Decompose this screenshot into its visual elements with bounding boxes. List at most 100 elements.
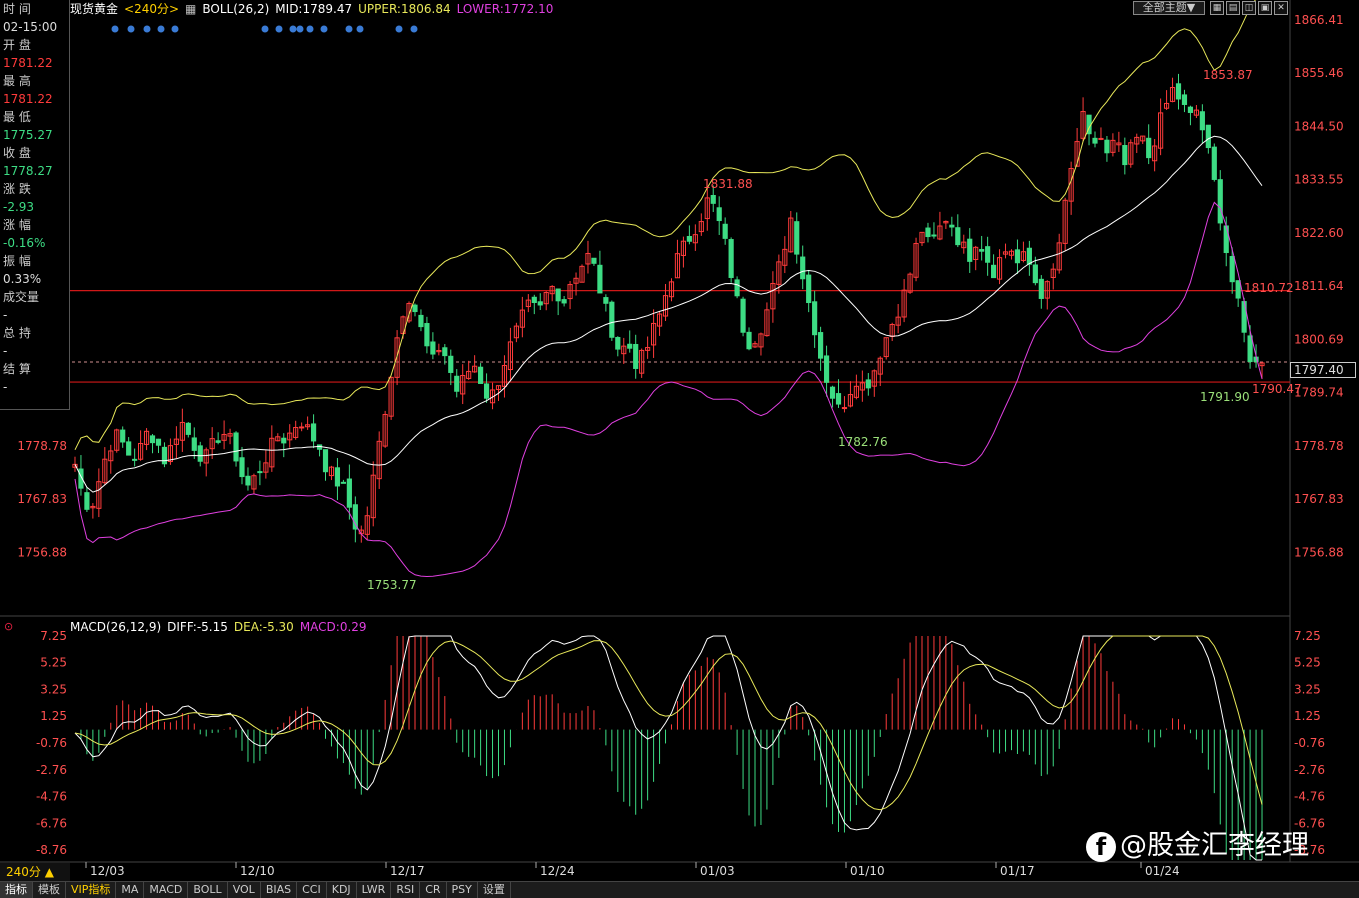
candle-body	[126, 441, 132, 456]
price-annotation: 1853.87	[1203, 68, 1253, 82]
candle-body	[382, 413, 388, 447]
tab-psy[interactable]: PSY	[447, 882, 478, 898]
signal-dot	[157, 25, 165, 33]
candle-body	[209, 438, 215, 450]
candle-body	[1038, 278, 1044, 299]
candle-body	[328, 466, 335, 477]
tab-cci[interactable]: CCI	[297, 882, 327, 898]
candle-body	[1014, 249, 1021, 264]
settlement-label: 结 算	[3, 362, 31, 376]
macd-tick-label: 1.25	[1294, 709, 1321, 723]
grid-view-icon[interactable]: ▦	[1210, 1, 1224, 15]
tab-macd[interactable]: MACD	[144, 882, 189, 898]
candle-body	[483, 383, 490, 399]
layout-icon[interactable]: ▤	[1226, 1, 1240, 15]
watermark-text: @股金汇李经理	[1120, 830, 1309, 861]
candle-body	[996, 257, 1003, 280]
candle-body	[883, 337, 889, 358]
candle-body	[1080, 111, 1086, 139]
candle-body	[1181, 94, 1188, 105]
candle-body	[1187, 106, 1194, 113]
boll-label[interactable]: BOLL(26,2)	[202, 2, 270, 16]
macd-tick-label: 5.25	[1294, 656, 1321, 670]
candle-body	[310, 423, 317, 442]
candle-body	[901, 289, 907, 318]
candle-body	[579, 265, 585, 283]
tab-ma[interactable]: MA	[116, 882, 145, 898]
candle-body	[352, 504, 358, 530]
quote-info-panel: 时 间 02-15:00 开 盘 1781.22 最 高 1781.22 最 低…	[0, 0, 70, 410]
candle-body	[531, 296, 537, 304]
open-value: 1781.22	[3, 56, 53, 70]
candle-body	[853, 385, 859, 398]
y-tick-label: 1756.88	[17, 545, 67, 559]
tab-template[interactable]: 模板	[33, 882, 66, 898]
time-label: 时 间	[3, 2, 31, 16]
candle-body	[1235, 280, 1241, 299]
tab-bias[interactable]: BIAS	[261, 882, 298, 898]
candle-body	[1032, 264, 1038, 284]
period-label[interactable]: <240分>	[124, 2, 180, 16]
signal-dot	[395, 25, 403, 33]
candle-body	[543, 292, 549, 305]
tab-cr[interactable]: CR	[420, 882, 447, 898]
candle-body	[388, 376, 394, 417]
candle-body	[293, 427, 299, 438]
y-tick-label: 1811.64	[1294, 279, 1344, 293]
tab-settings[interactable]: 设置	[478, 882, 511, 898]
candle-body	[501, 364, 508, 387]
close-icon[interactable]: ✕	[1274, 1, 1288, 15]
period-selector[interactable]: 240分 ▲	[0, 863, 70, 881]
open-interest-label: 总 持	[3, 326, 31, 340]
candle-body	[943, 220, 949, 224]
y-tick-label: 1855.46	[1294, 66, 1344, 80]
config-icon[interactable]: ▣	[1258, 1, 1272, 15]
candle-body	[1128, 142, 1134, 165]
candle-body	[1008, 250, 1015, 256]
candle-body	[674, 253, 681, 279]
candle-body	[460, 375, 466, 395]
x-tick-label: 12/24	[540, 864, 575, 878]
macd-tick-label: 7.25	[40, 629, 67, 643]
tab-rsi[interactable]: RSI	[391, 882, 421, 898]
candle-body	[985, 246, 991, 263]
candle-body	[376, 440, 382, 480]
signal-dot	[275, 25, 283, 33]
candle-body	[1217, 179, 1223, 224]
candle-body	[955, 227, 961, 246]
x-tick-label: 12/10	[240, 864, 275, 878]
candle-body	[1152, 145, 1158, 162]
macd-title[interactable]: MACD(26,12,9)	[70, 620, 162, 634]
close-label: 收 盘	[3, 146, 31, 160]
volume-label: 成交量	[3, 290, 40, 304]
candle-body	[865, 379, 871, 389]
signal-dot	[111, 25, 119, 33]
theme-selector[interactable]: 全部主题▼	[1133, 1, 1205, 15]
tab-vip-indicators[interactable]: VIP指标	[66, 882, 117, 898]
tab-indicators[interactable]: 指标	[0, 882, 33, 898]
candle-body	[698, 221, 704, 233]
indicator-settings-icon[interactable]: ⊙	[4, 620, 14, 633]
tab-kdj[interactable]: KDJ	[327, 882, 357, 898]
symbol-name[interactable]: 现货黄金	[70, 2, 119, 16]
candle-body	[185, 422, 191, 435]
tab-lwr[interactable]: LWR	[357, 882, 392, 898]
candle-body	[495, 385, 502, 390]
tab-vol[interactable]: VOL	[228, 882, 261, 898]
amplitude-label: 振 幅	[3, 254, 31, 268]
split-view-icon[interactable]: ◫	[1242, 1, 1256, 15]
candle-body	[108, 450, 114, 462]
candle-body	[102, 458, 108, 484]
candle-body	[1175, 83, 1182, 100]
candle-body	[1026, 247, 1032, 265]
signal-dot	[143, 25, 151, 33]
settlement-value: -	[3, 380, 8, 394]
price-annotation: 1810.72	[1244, 281, 1294, 295]
candle-body	[394, 337, 400, 378]
tab-boll[interactable]: BOLL	[188, 882, 228, 898]
candle-body	[525, 299, 531, 308]
boll-upper: UPPER:1806.84	[358, 2, 451, 16]
candle-body	[859, 382, 865, 391]
candle-body	[143, 430, 150, 445]
